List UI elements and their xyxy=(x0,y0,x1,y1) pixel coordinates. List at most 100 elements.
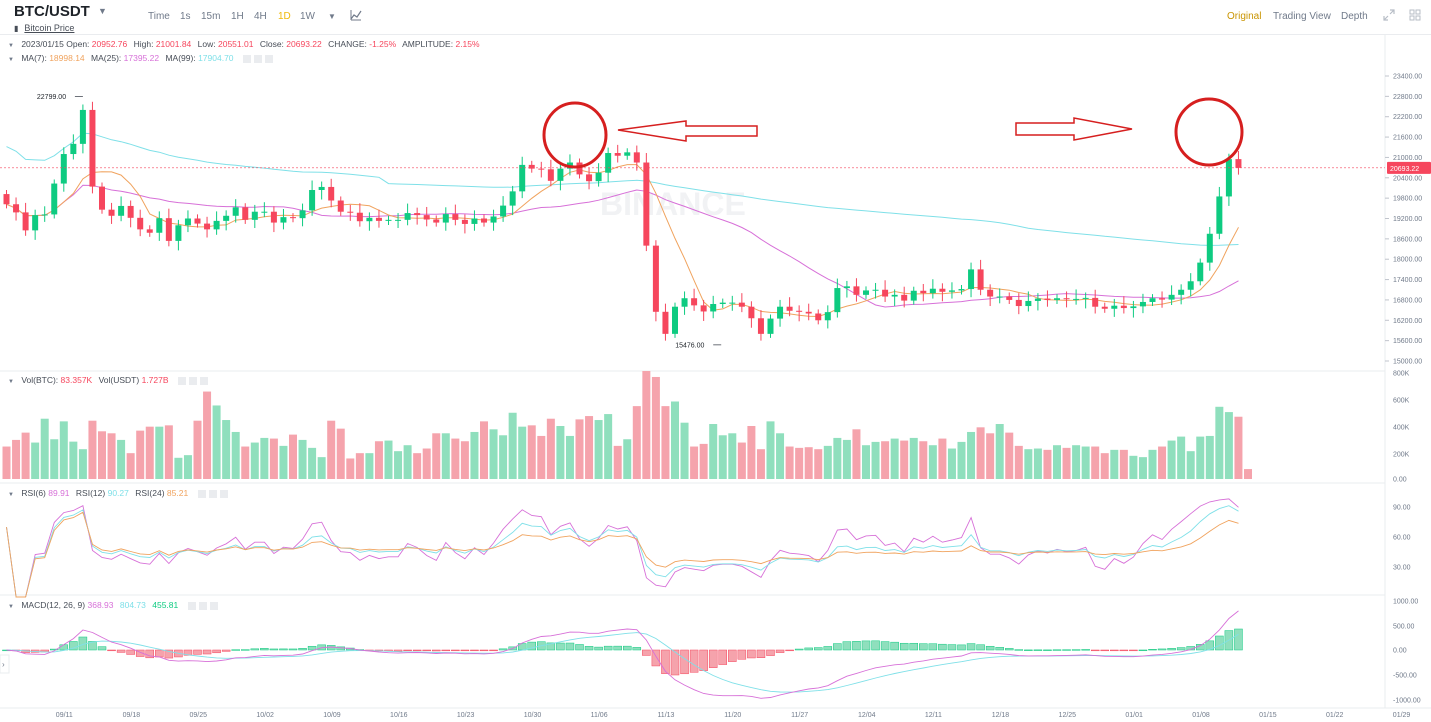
candle-body xyxy=(251,211,258,220)
volume-bar xyxy=(1062,447,1071,479)
macd-bar xyxy=(985,645,995,651)
ohlc-legend: ▼ 2023/01/15 Open: 20952.76 High: 21001.… xyxy=(8,39,484,49)
more-intervals-icon[interactable]: ▼ xyxy=(328,12,336,21)
macd-bar xyxy=(231,649,240,651)
visibility-icon[interactable] xyxy=(188,376,197,385)
ma7-line xyxy=(6,164,1239,318)
candle-body xyxy=(1130,306,1137,309)
visibility-icon[interactable] xyxy=(198,601,207,610)
collapse-icon[interactable]: ▼ xyxy=(8,379,14,385)
view-tab-original[interactable]: Original xyxy=(1227,11,1262,22)
macd-bar xyxy=(1014,649,1024,651)
volume-bar xyxy=(499,435,508,479)
candle-body xyxy=(557,168,564,181)
candle-body xyxy=(79,109,86,144)
volume-bar xyxy=(98,431,106,479)
price-tick-label: 15600.00 xyxy=(1393,338,1422,345)
candle-body xyxy=(1159,298,1166,300)
close-icon[interactable] xyxy=(209,601,218,610)
macd-bar xyxy=(632,647,642,651)
volume-bar xyxy=(1119,449,1128,479)
interval-tab-time[interactable]: Time xyxy=(148,11,170,22)
interval-tab-1h[interactable]: 1H xyxy=(231,11,244,22)
close-icon[interactable] xyxy=(264,54,273,63)
volume-bar xyxy=(546,418,555,479)
macd-tick-label: 0.00 xyxy=(1393,648,1407,655)
rsi-legend: ▼ RSI(6) 89.91 RSI(12) 90.27 RSI(24) 85.… xyxy=(8,488,228,498)
settings-icon[interactable] xyxy=(177,376,186,385)
layout-grid-icon-svg xyxy=(1409,9,1421,21)
collapse-icon[interactable]: ▼ xyxy=(8,57,14,63)
macd-bar xyxy=(766,649,775,656)
layout-grid-icon[interactable] xyxy=(1409,9,1421,21)
candle-body xyxy=(576,162,583,175)
macd-bar xyxy=(890,641,899,651)
subtitle-link[interactable]: ▮ Bitcoin Price xyxy=(14,23,74,33)
visibility-icon[interactable] xyxy=(253,54,262,63)
candle-body xyxy=(882,289,889,297)
annotation-arrow-left xyxy=(617,120,758,142)
volume-bar xyxy=(575,419,584,479)
watermark: BINANCE xyxy=(600,186,746,222)
rsi12-value: 90.27 xyxy=(107,488,129,498)
price-tick-label: 16800.00 xyxy=(1393,297,1422,304)
macd-bar xyxy=(527,641,536,651)
collapse-icon[interactable]: ▼ xyxy=(8,492,14,498)
interval-tab-1s[interactable]: 1s xyxy=(180,11,191,22)
macd-bar xyxy=(470,649,479,652)
volume-bar xyxy=(422,448,431,479)
interval-tab-15m[interactable]: 15m xyxy=(201,11,221,22)
candle-body xyxy=(863,290,869,295)
fullscreen-icon[interactable] xyxy=(1383,9,1395,21)
macd-bar xyxy=(1062,649,1071,651)
volume-bar xyxy=(699,443,708,479)
macd-bar xyxy=(642,649,651,656)
volume-bar xyxy=(613,445,622,479)
interval-tab-1d[interactable]: 1D xyxy=(278,11,291,22)
candle-body xyxy=(929,288,936,294)
close-icon[interactable] xyxy=(219,489,228,498)
collapse-icon[interactable]: ▼ xyxy=(8,43,14,49)
indicator-icon[interactable] xyxy=(350,9,362,21)
collapse-icon[interactable]: ▼ xyxy=(8,604,14,610)
volume-bar xyxy=(346,458,355,479)
macd-bar xyxy=(823,646,833,651)
volume-bar xyxy=(967,431,976,479)
macd-bar xyxy=(861,640,871,651)
candle-body xyxy=(270,211,277,223)
candle-body xyxy=(404,213,411,220)
volume-bar xyxy=(260,437,269,479)
settings-icon[interactable] xyxy=(187,601,196,610)
close-icon[interactable] xyxy=(199,376,208,385)
view-tab-trading-view[interactable]: Trading View xyxy=(1273,11,1331,22)
volume-bar xyxy=(1110,449,1119,479)
last-price-label: 20693.22 xyxy=(1390,166,1419,173)
candle-body xyxy=(328,186,335,201)
volume-bar xyxy=(1138,457,1147,479)
candle-body xyxy=(165,218,172,241)
macd-bar xyxy=(880,641,890,651)
ma25-value: 17395.22 xyxy=(123,53,160,63)
volume-bar xyxy=(250,442,259,479)
candle-body xyxy=(32,215,39,231)
interval-tab-1w[interactable]: 1W xyxy=(300,11,315,22)
view-tab-depth[interactable]: Depth xyxy=(1341,11,1368,22)
volume-bar xyxy=(756,449,765,479)
candle-body xyxy=(471,218,478,224)
settings-icon[interactable] xyxy=(197,489,206,498)
volume-bar xyxy=(279,445,288,479)
pair-title[interactable]: BTC/USDT xyxy=(14,3,90,20)
interval-tab-4h[interactable]: 4H xyxy=(254,11,267,22)
volume-bar xyxy=(336,428,345,479)
visibility-icon[interactable] xyxy=(208,489,217,498)
volume-bar xyxy=(1100,453,1109,479)
pair-dropdown-icon[interactable]: ▼ xyxy=(98,6,107,16)
macd-bar xyxy=(966,643,976,651)
macd-bar xyxy=(775,649,785,653)
candle-body xyxy=(605,153,612,173)
settings-icon[interactable] xyxy=(242,54,251,63)
volume-bar xyxy=(785,446,794,479)
price-tick-label: 21600.00 xyxy=(1393,135,1422,142)
ma99-value: 17904.70 xyxy=(198,53,234,63)
